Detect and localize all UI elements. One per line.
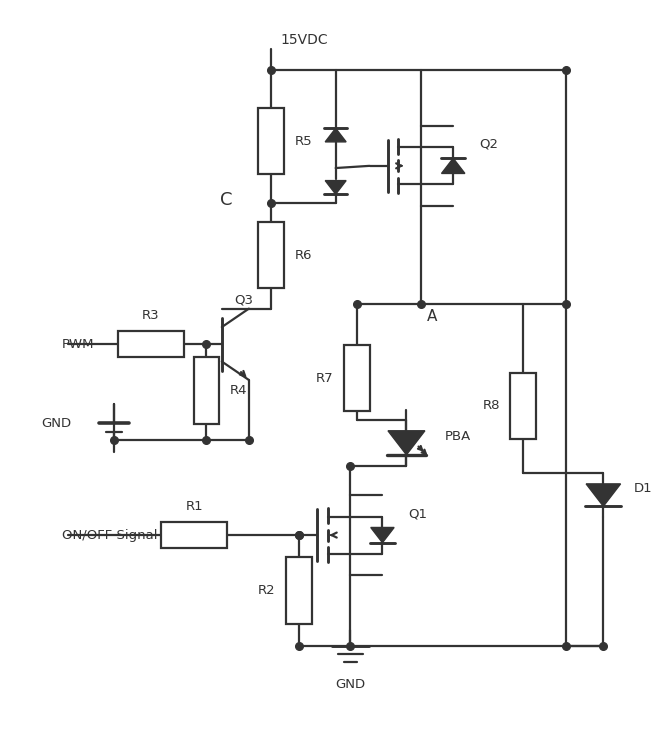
Bar xyxy=(258,222,284,289)
Polygon shape xyxy=(325,128,346,142)
FancyArrowPatch shape xyxy=(422,449,426,454)
Polygon shape xyxy=(388,431,425,455)
Bar xyxy=(161,522,228,548)
Text: Q1: Q1 xyxy=(408,507,427,520)
FancyArrowPatch shape xyxy=(240,371,245,376)
Bar xyxy=(194,357,219,423)
Text: R8: R8 xyxy=(482,400,500,412)
Text: PWM: PWM xyxy=(62,338,94,351)
Text: R5: R5 xyxy=(295,135,312,148)
FancyArrowPatch shape xyxy=(418,446,422,450)
Text: R6: R6 xyxy=(295,248,312,262)
Text: GND: GND xyxy=(41,417,71,429)
Bar xyxy=(344,345,370,411)
Text: R1: R1 xyxy=(186,500,203,513)
Text: 15VDC: 15VDC xyxy=(280,33,328,47)
Polygon shape xyxy=(371,527,394,542)
Text: Q2: Q2 xyxy=(479,138,498,151)
Bar xyxy=(258,108,284,174)
FancyArrowPatch shape xyxy=(396,164,401,168)
Text: C: C xyxy=(220,190,233,209)
Text: PBA: PBA xyxy=(445,430,471,443)
Polygon shape xyxy=(586,484,621,506)
Text: R7: R7 xyxy=(316,372,334,385)
Bar xyxy=(286,557,312,623)
Text: R2: R2 xyxy=(258,584,276,597)
Bar xyxy=(118,331,184,357)
Text: ON/OFF Signal: ON/OFF Signal xyxy=(62,528,157,542)
Polygon shape xyxy=(441,158,465,173)
Text: R3: R3 xyxy=(142,310,160,322)
Text: Q3: Q3 xyxy=(234,293,253,307)
Text: A: A xyxy=(427,309,438,324)
Polygon shape xyxy=(325,181,346,194)
Bar xyxy=(510,373,536,439)
Text: GND: GND xyxy=(335,678,365,691)
Text: R4: R4 xyxy=(230,384,247,397)
Text: D1: D1 xyxy=(634,482,653,496)
FancyArrowPatch shape xyxy=(331,533,337,538)
